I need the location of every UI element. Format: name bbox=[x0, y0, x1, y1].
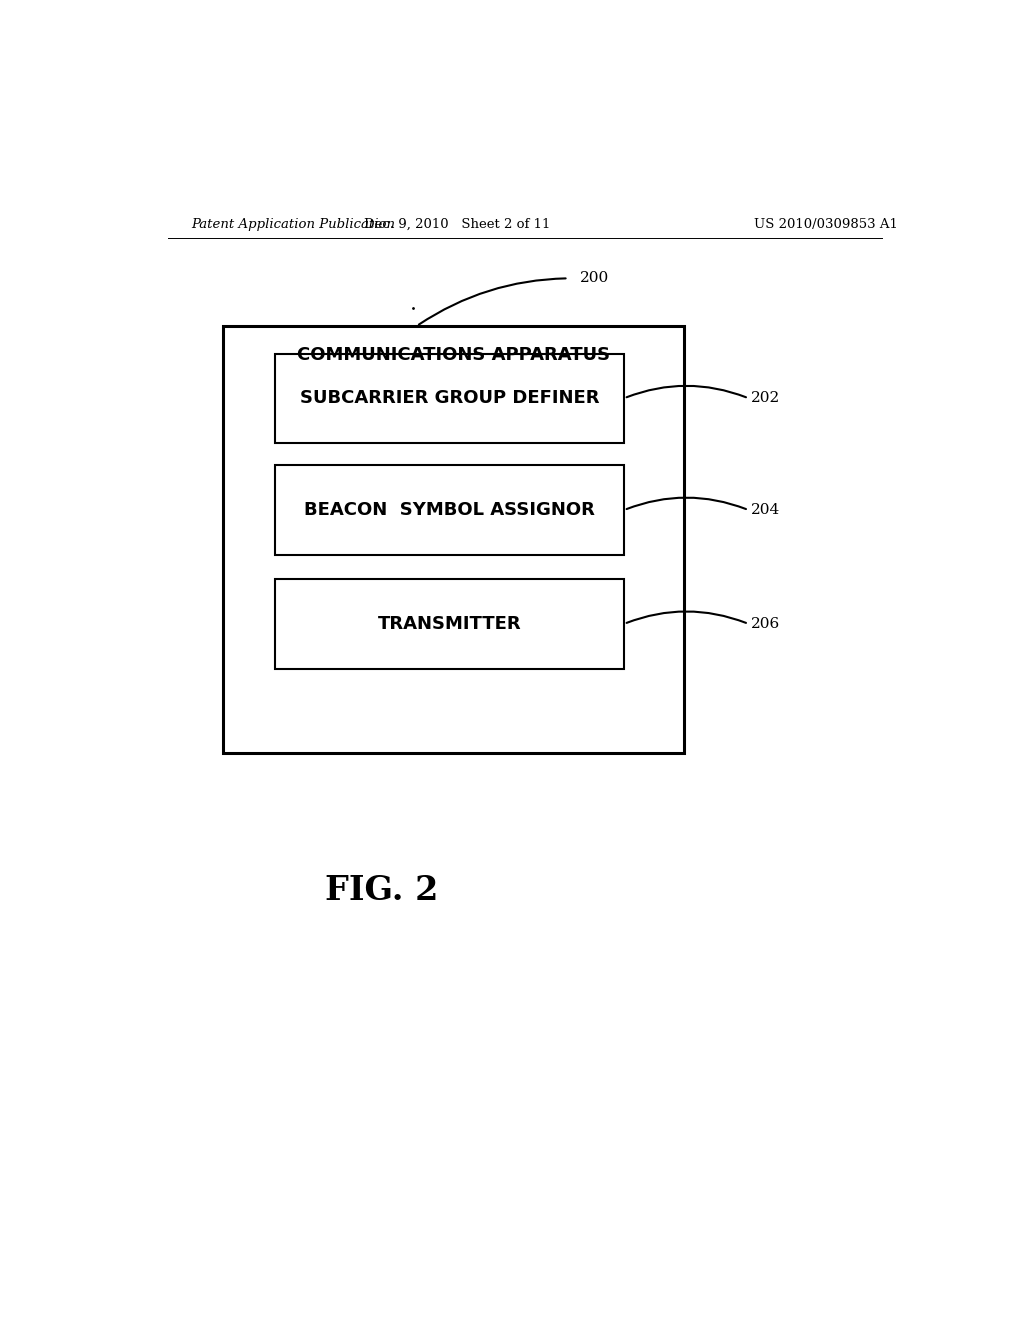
Text: US 2010/0309853 A1: US 2010/0309853 A1 bbox=[755, 218, 898, 231]
Text: BEACON  SYMBOL ASSIGNOR: BEACON SYMBOL ASSIGNOR bbox=[304, 502, 595, 519]
Text: TRANSMITTER: TRANSMITTER bbox=[378, 615, 521, 632]
Bar bbox=[274, 579, 624, 669]
Bar bbox=[223, 326, 684, 752]
Bar bbox=[274, 466, 624, 554]
Text: 204: 204 bbox=[751, 503, 780, 517]
Text: 200: 200 bbox=[581, 272, 609, 285]
Text: Dec. 9, 2010   Sheet 2 of 11: Dec. 9, 2010 Sheet 2 of 11 bbox=[365, 218, 551, 231]
Text: 202: 202 bbox=[751, 391, 780, 405]
Text: SUBCARRIER GROUP DEFINER: SUBCARRIER GROUP DEFINER bbox=[300, 389, 599, 408]
Text: FIG. 2: FIG. 2 bbox=[326, 874, 438, 907]
Text: Patent Application Publication: Patent Application Publication bbox=[191, 218, 395, 231]
Bar bbox=[274, 354, 624, 444]
Text: 206: 206 bbox=[751, 616, 780, 631]
Text: COMMUNICATIONS APPARATUS: COMMUNICATIONS APPARATUS bbox=[297, 346, 610, 363]
